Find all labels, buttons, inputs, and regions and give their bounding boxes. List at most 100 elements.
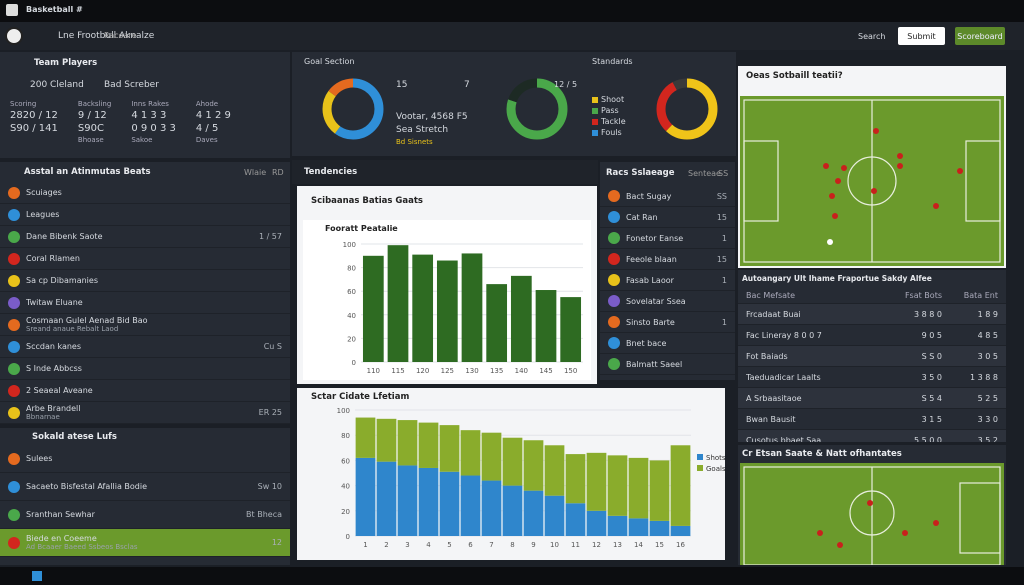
pitch-lines	[743, 99, 1001, 263]
panel-title: Tendencies	[304, 167, 358, 177]
donut-segment	[322, 78, 384, 140]
table-cell: 3 0 5	[977, 351, 998, 361]
left-list-panel: Asstal an Atinmutas Beats Wlaie RD Scuia…	[0, 162, 290, 424]
panel-title: Sokald atese Lufs	[32, 432, 117, 442]
table-cell: 3 3 0	[977, 414, 998, 424]
start-icon[interactable]	[32, 571, 42, 581]
row-sub: Sreand anaue Rebalt Laod	[26, 325, 119, 333]
players	[817, 500, 939, 548]
bar	[387, 245, 409, 362]
list-row: 2 Seaeal Aveane	[0, 380, 290, 402]
submit-button[interactable]: Submit	[898, 27, 945, 45]
stat-value: 2820 / 12	[10, 110, 58, 121]
row-label: Leagues	[26, 210, 282, 219]
app-name: Basketball #	[26, 5, 83, 14]
row-label: Sccdan kanes	[26, 342, 258, 351]
row-label: Sacaeto Bisfestal Afallia Bodie	[26, 482, 252, 491]
row-label: Bact Sugay	[626, 192, 711, 201]
header-title: Lne Frootbull Aknalze	[58, 31, 155, 41]
table-cell: A Srbaasitaoe	[746, 393, 802, 403]
table-cell: S 5 4	[921, 393, 942, 403]
y-tick-label: 60	[341, 457, 350, 465]
players	[823, 128, 963, 219]
stat-sub: 4 / 5	[195, 123, 219, 134]
x-tick-label: 7	[489, 541, 493, 549]
search[interactable]: Search	[858, 32, 886, 41]
list-row: Arbe Brandell Bbnarnae ER 25	[0, 402, 290, 424]
list-row: Sranthan Sewhar Bt Bheca	[0, 501, 290, 529]
x-tick-label: 1	[363, 541, 367, 549]
donut-chart	[506, 78, 568, 140]
list-row: S Inde Abbcss	[0, 358, 290, 380]
label-text: Balmatt Saeel	[626, 359, 683, 369]
row-value: ER 25	[258, 408, 282, 417]
bar-segment	[523, 490, 544, 536]
stat-extra: Bhoase	[77, 136, 104, 144]
row-label: S Inde Abbcss	[26, 364, 282, 373]
bar-segment	[397, 465, 418, 536]
x-tick-label: 13	[613, 541, 622, 549]
label-text: Leagues	[26, 210, 60, 219]
table-cell: S S 0	[921, 351, 942, 361]
row-icon	[8, 208, 20, 221]
taskbar	[0, 567, 1024, 585]
title-bar: Basketball #	[0, 0, 1024, 22]
y-tick-label: 40	[341, 483, 350, 491]
y-tick-label: 20	[341, 508, 350, 516]
donut-legend: Shoot Pass Tackle Fouls	[592, 94, 626, 138]
label-text: Feeole blaan	[626, 254, 677, 264]
legend-swatch	[592, 118, 598, 125]
bar-segment	[565, 503, 586, 536]
legend-swatch	[697, 465, 703, 471]
donut-panel: Goal Section 15 7 Vootar, 4568 F5 Sea St…	[292, 52, 736, 156]
ball	[827, 239, 833, 245]
legend-swatch	[592, 96, 598, 103]
x-tick-label: 2	[384, 541, 388, 549]
summary-panel: Team Players 200 Cleland Bad Screber Sco…	[0, 52, 290, 158]
header-tab[interactable]: Racoare	[104, 31, 137, 40]
x-tick-label: 5	[447, 541, 451, 549]
table-cell: 9 0 5	[921, 330, 942, 340]
row-icon	[8, 508, 20, 521]
legend-swatch	[697, 454, 703, 460]
label-text: Fasab Laoor	[626, 275, 674, 285]
row-icon	[8, 362, 20, 375]
label-text: Dane Bibenk Saote	[26, 232, 103, 241]
row-icon	[8, 318, 20, 331]
bar-segment	[376, 461, 397, 536]
stat-extra: Sakoe	[131, 136, 153, 144]
table-cell: 1 3 8 8	[970, 372, 998, 382]
row-icon	[608, 211, 620, 223]
table: Bac Mefsate Fsat Bots Bata Ent Frcadaat Bua…	[738, 288, 1006, 442]
action-button[interactable]: Scoreboard	[955, 27, 1005, 45]
panel-title: Cr Etsan Saate & Natt ofhantates	[742, 449, 902, 459]
header: Lne Frootbull Aknalze Racoare Search Sub…	[0, 22, 1024, 50]
x-tick-label: 14	[634, 541, 643, 549]
list-row: Feeole blaan 15	[600, 249, 735, 270]
label-text: Biede en Coeeme	[26, 534, 97, 543]
stat-value: 4 1 2 9	[195, 110, 231, 121]
table-cell: 3 5 0	[921, 372, 942, 382]
stacked-card: Sctar Cidate Lfetiam 0 20 40 60 80 100 1 2 3 4 5 6 7…	[297, 388, 725, 560]
label-text: Sacaeto Bisfestal Afallia Bodie	[26, 482, 147, 491]
stat-label: Scoring	[10, 100, 37, 108]
table-cell: 3 1 5	[921, 414, 942, 424]
tendencies-header: Tendencies	[292, 160, 598, 184]
bar-chart: 0 20 40 60 80 100 110 115 120 125 130 135 140 145 150	[343, 241, 583, 375]
row-icon	[608, 232, 620, 244]
home-team: 200 Cleland	[30, 80, 84, 90]
row-icon	[8, 480, 20, 493]
row-value: SS	[716, 191, 727, 201]
legend-swatch	[592, 107, 598, 114]
row-icon	[608, 253, 620, 265]
list-row: Fasab Laoor 1	[600, 270, 735, 291]
label-text: Scuiages	[26, 188, 62, 197]
label-text: Cosmaan Gulel Aenad Bid Bao	[26, 316, 148, 325]
stat-sub: S90C	[77, 123, 104, 134]
table-cell: 4 8 5	[977, 330, 998, 340]
table-col-header: Bata Ent	[963, 291, 998, 300]
donut-label: 12 / 5	[554, 80, 578, 89]
y-tick-label: 60	[347, 288, 356, 296]
bar-segment	[523, 440, 544, 491]
